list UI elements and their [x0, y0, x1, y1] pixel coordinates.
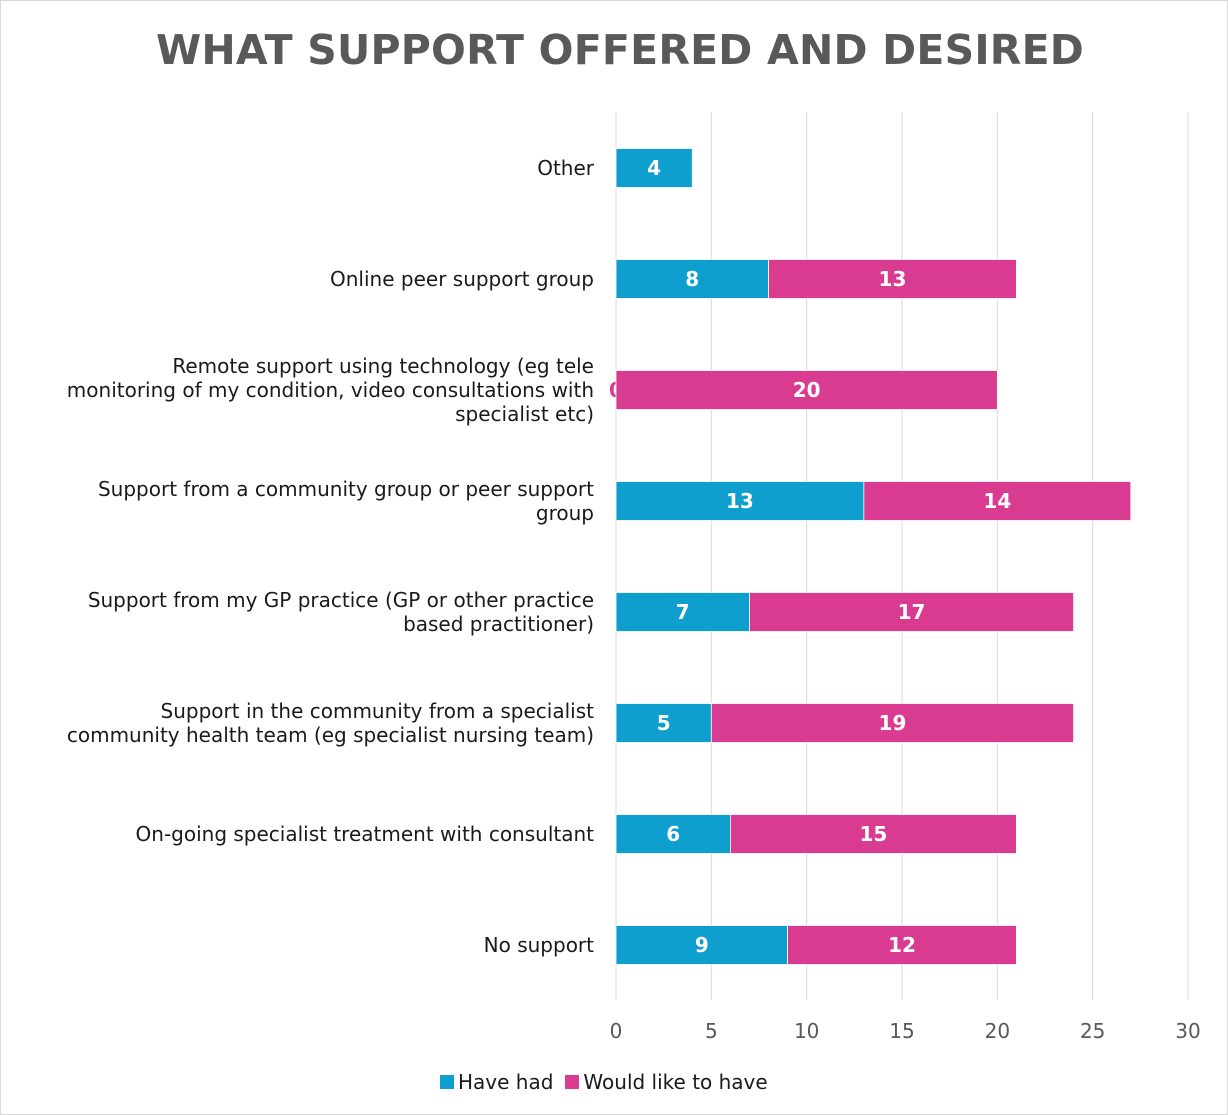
data-label-have-had: 8 [685, 267, 699, 291]
x-tick-label: 30 [1175, 1019, 1200, 1043]
legend-swatch-have-had [440, 1075, 454, 1089]
chart-title: WHAT SUPPORT OFFERED AND DESIRED [155, 26, 1085, 74]
x-tick-label: 20 [985, 1019, 1010, 1043]
x-tick-label: 10 [794, 1019, 819, 1043]
data-label-would-like: 13 [879, 267, 907, 291]
data-label-would-like: 12 [888, 933, 916, 957]
data-label-would-like: 19 [879, 711, 907, 735]
bar-have-had [615, 481, 865, 521]
category-label: Support from a community group or peer s… [98, 477, 594, 501]
bar-would-like [730, 814, 1017, 854]
data-label-would-like: 15 [859, 822, 887, 846]
category-label: monitoring of my condition, video consul… [67, 378, 594, 402]
bar-have-had [615, 703, 712, 743]
legend-item-have-had: Have had [440, 1070, 553, 1094]
data-label-would-like: 17 [898, 600, 926, 624]
bar-have-had [615, 592, 750, 632]
bar-have-had [615, 259, 769, 299]
category-label: Remote support using technology (eg tele [172, 354, 594, 378]
bar-have-had [615, 814, 731, 854]
data-label-would-like: 20 [793, 378, 821, 402]
bar-have-had [615, 925, 789, 965]
legend-label-would-like: Would like to have [583, 1070, 768, 1094]
bar-would-like [863, 481, 1132, 521]
bar-would-like [768, 259, 1017, 299]
data-label-have-had: 5 [657, 711, 671, 735]
category-label: No support [484, 933, 595, 957]
data-label-have-had: 13 [726, 489, 754, 513]
data-label-have-had: 9 [695, 933, 709, 957]
data-label-would-like: 14 [983, 489, 1011, 513]
bar-would-like [615, 370, 998, 410]
data-label-have-had: 4 [647, 156, 661, 180]
x-tick-label: 15 [889, 1019, 914, 1043]
bar-would-like [749, 592, 1075, 632]
bar-would-like [787, 925, 1017, 965]
bar-would-like [710, 703, 1074, 743]
category-label: Support from my GP practice (GP or other… [88, 588, 594, 612]
x-tick-label: 0 [610, 1019, 623, 1043]
category-label: On-going specialist treatment with consu… [136, 822, 595, 846]
category-label: group [536, 501, 594, 525]
category-label: Support in the community from a speciali… [161, 699, 595, 723]
legend-label-have-had: Have had [458, 1070, 554, 1094]
x-tick-label: 25 [1080, 1019, 1105, 1043]
x-tick-label: 5 [705, 1019, 718, 1043]
legend-item-would-like: Would like to have [565, 1070, 768, 1094]
legend-swatch-would-like [565, 1075, 580, 1089]
legend: Have had Would like to have [440, 1070, 780, 1094]
data-label-have-had: 7 [676, 600, 690, 624]
category-label: community health team (eg specialist nur… [67, 723, 594, 747]
category-label: specialist etc) [455, 402, 594, 426]
bar-have-had [615, 148, 693, 188]
category-label: based practitioner) [403, 612, 594, 636]
category-label: Other [537, 156, 595, 180]
category-label: Online peer support group [330, 267, 594, 291]
data-label-have-had: 6 [666, 822, 680, 846]
